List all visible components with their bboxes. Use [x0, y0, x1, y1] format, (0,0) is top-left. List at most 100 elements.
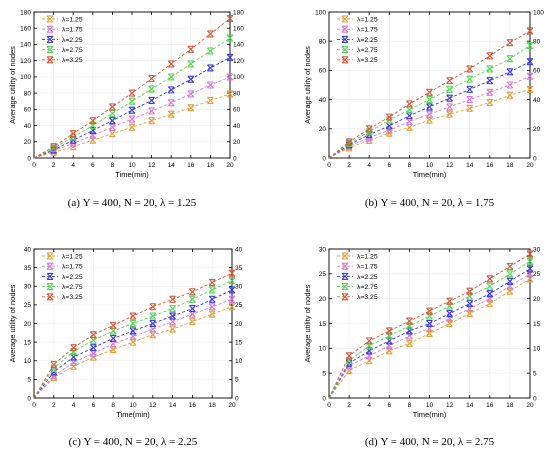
data-point [385, 113, 393, 121]
data-point [109, 123, 116, 131]
legend-label: λ=2.75 [357, 47, 378, 54]
data-point [50, 143, 57, 151]
y-tick-label-right: 60 [233, 107, 241, 114]
data-point [189, 318, 196, 326]
data-point [169, 295, 176, 303]
legend-marker [46, 272, 54, 280]
data-point [426, 110, 433, 118]
x-tick-label: 12 [149, 402, 157, 409]
data-point [208, 303, 216, 311]
x-tick-label: 10 [426, 162, 434, 169]
data-point [50, 144, 57, 152]
data-point [365, 337, 373, 345]
data-point [189, 288, 196, 296]
data-point [526, 265, 534, 273]
x-tick-label: 10 [426, 402, 434, 409]
y-tick-label-right: 20 [235, 321, 243, 328]
y-axis-label: Average utility of nodes [8, 284, 17, 362]
data-point [208, 310, 216, 318]
data-point [446, 310, 453, 318]
data-point [109, 130, 116, 138]
x-tick-label: 18 [209, 402, 217, 409]
legend-marker [341, 293, 349, 301]
data-point [167, 73, 175, 81]
y-tick-label: 15 [24, 339, 32, 346]
data-point [109, 327, 117, 335]
legend-label: λ=1.25 [357, 16, 378, 23]
data-point [207, 30, 214, 38]
data-point [208, 278, 216, 287]
data-point [208, 286, 216, 294]
y-tick-label-right: 100 [233, 74, 244, 81]
data-point [208, 295, 216, 303]
data-point [89, 117, 97, 125]
data-point [365, 342, 373, 350]
data-point [128, 115, 136, 123]
data-point [50, 372, 58, 380]
data-point [109, 334, 117, 342]
data-point [148, 74, 155, 83]
data-point [228, 269, 236, 277]
data-point [486, 98, 494, 107]
y-tick-label-right: 10 [235, 358, 243, 365]
data-point [426, 312, 433, 320]
y-tick-label-right: 60 [533, 68, 541, 75]
data-point [226, 34, 234, 42]
x-tick-label: 0 [32, 402, 36, 409]
x-tick-label: 8 [408, 402, 412, 409]
series-line [328, 253, 531, 399]
data-point [345, 139, 353, 147]
data-point [466, 65, 474, 73]
y-tick-label: 5 [322, 370, 326, 377]
y-tick-label: 25 [319, 271, 327, 278]
data-point [167, 86, 175, 94]
data-point [446, 319, 453, 328]
data-point [70, 359, 77, 367]
x-tick-label: 16 [189, 402, 197, 409]
y-tick-label: 30 [319, 246, 327, 253]
data-point [365, 347, 373, 355]
data-point [506, 68, 514, 76]
y-tick-label: 40 [24, 123, 32, 130]
data-point [426, 116, 433, 124]
data-point [189, 295, 196, 303]
x-tick-label: 12 [446, 162, 454, 169]
data-point [466, 300, 474, 308]
data-point [70, 353, 77, 361]
data-point [167, 110, 175, 118]
y-tick-label-right: 80 [533, 39, 541, 46]
y-tick-label: 0 [322, 395, 326, 402]
data-point [207, 81, 214, 89]
x-tick-label: 12 [148, 162, 156, 169]
data-point [89, 126, 97, 134]
x-tick-label: 2 [52, 402, 56, 409]
legend-marker [46, 25, 54, 33]
data-point [406, 117, 413, 126]
x-tick-label: 18 [506, 402, 514, 409]
data-point [109, 109, 116, 117]
y-tick-label-right: 40 [235, 246, 243, 253]
data-point [526, 27, 534, 35]
y-tick-label: 60 [319, 68, 327, 75]
data-point [226, 90, 234, 98]
legend-label: λ=1.25 [62, 16, 83, 23]
data-point [406, 106, 413, 114]
y-tick-label-right: 30 [235, 284, 243, 291]
legend-marker [46, 252, 54, 260]
x-tick-label: 20 [226, 162, 234, 169]
data-point [506, 277, 514, 285]
y-tick-label-right: 30 [533, 246, 541, 253]
legend-label: λ=2.75 [357, 284, 378, 291]
data-point [129, 319, 137, 328]
data-point [109, 346, 117, 354]
y-tick-label: 60 [24, 107, 32, 114]
y-tick-label-right: 20 [533, 126, 541, 133]
x-tick-label: 16 [486, 402, 494, 409]
data-point [526, 72, 534, 80]
data-point [149, 331, 157, 339]
legend-marker [46, 283, 54, 291]
y-tick-label-right: 20 [233, 139, 241, 146]
y-tick-label: 5 [27, 377, 31, 384]
data-point [526, 58, 534, 66]
data-point [486, 295, 494, 303]
